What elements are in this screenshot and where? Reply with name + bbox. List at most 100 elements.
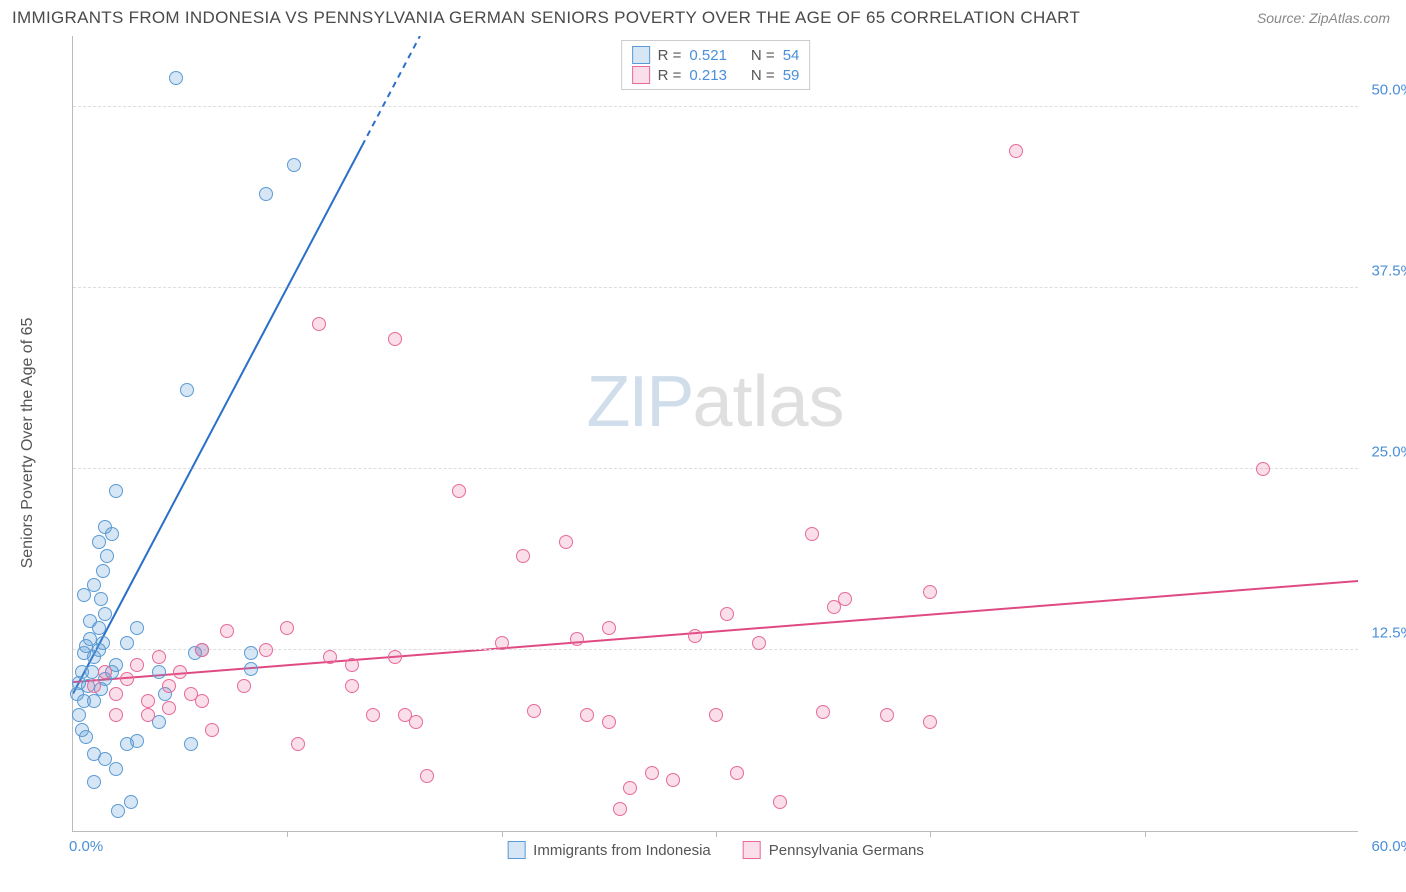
data-point: [94, 592, 108, 606]
y-tick-label: 50.0%: [1362, 82, 1406, 99]
data-point: [152, 650, 166, 664]
data-point: [570, 632, 584, 646]
data-point: [527, 704, 541, 718]
data-point: [923, 715, 937, 729]
legend-row-pa-german: R = 0.213 N = 59: [632, 65, 800, 85]
data-point: [816, 705, 830, 719]
data-point: [645, 766, 659, 780]
chart-container: Seniors Poverty Over the Age of 65 ZIPat…: [48, 36, 1358, 832]
data-point: [98, 520, 112, 534]
data-point: [237, 679, 251, 693]
grid-line: [73, 106, 1358, 107]
y-tick-label: 25.0%: [1362, 444, 1406, 461]
n-value-pa-german: 59: [783, 67, 800, 84]
x-max-label: 60.0%: [1362, 838, 1406, 855]
data-point: [109, 762, 123, 776]
data-point: [312, 317, 326, 331]
n-value-indonesia: 54: [783, 47, 800, 64]
data-point: [184, 737, 198, 751]
data-point: [259, 187, 273, 201]
data-point: [120, 636, 134, 650]
swatch-pa-german-icon: [743, 841, 761, 859]
data-point: [291, 737, 305, 751]
data-point: [1009, 144, 1023, 158]
data-point: [752, 636, 766, 650]
data-point: [87, 679, 101, 693]
data-point: [1256, 462, 1270, 476]
data-point: [666, 773, 680, 787]
data-point: [516, 549, 530, 563]
grid-line: [73, 287, 1358, 288]
data-point: [130, 621, 144, 635]
data-point: [79, 730, 93, 744]
data-point: [83, 614, 97, 628]
data-point: [709, 708, 723, 722]
data-point: [124, 795, 138, 809]
data-point: [180, 383, 194, 397]
watermark: ZIPatlas: [586, 361, 844, 443]
chart-header: IMMIGRANTS FROM INDONESIA VS PENNSYLVANI…: [0, 0, 1406, 32]
x-origin-label: 0.0%: [69, 838, 103, 855]
data-point: [345, 658, 359, 672]
correlation-legend: R = 0.521 N = 54 R = 0.213 N = 59: [621, 40, 811, 90]
data-point: [195, 694, 209, 708]
x-tick: [1145, 831, 1146, 837]
data-point: [602, 621, 616, 635]
legend-item-pa-german: Pennsylvania Germans: [743, 841, 924, 859]
data-point: [345, 679, 359, 693]
data-point: [613, 802, 627, 816]
data-point: [109, 484, 123, 498]
data-point: [130, 734, 144, 748]
data-point: [169, 71, 183, 85]
data-point: [205, 723, 219, 737]
data-point: [130, 658, 144, 672]
data-point: [366, 708, 380, 722]
data-point: [195, 643, 209, 657]
data-point: [602, 715, 616, 729]
data-point: [87, 578, 101, 592]
chart-title: IMMIGRANTS FROM INDONESIA VS PENNSYLVANI…: [12, 8, 1080, 28]
data-point: [287, 158, 301, 172]
swatch-indonesia: [632, 46, 650, 64]
r-label: R =: [658, 67, 682, 84]
data-point: [452, 484, 466, 498]
r-value-pa-german: 0.213: [689, 67, 727, 84]
data-point: [280, 621, 294, 635]
x-tick: [502, 831, 503, 837]
data-point: [87, 775, 101, 789]
data-point: [77, 588, 91, 602]
data-point: [98, 607, 112, 621]
legend-item-indonesia: Immigrants from Indonesia: [507, 841, 711, 859]
x-tick: [287, 831, 288, 837]
data-point: [244, 646, 258, 660]
data-point: [100, 549, 114, 563]
data-point: [98, 665, 112, 679]
data-point: [388, 332, 402, 346]
data-point: [838, 592, 852, 606]
y-tick-label: 37.5%: [1362, 263, 1406, 280]
n-label: N =: [751, 67, 775, 84]
legend-label-indonesia: Immigrants from Indonesia: [533, 842, 711, 859]
data-point: [111, 804, 125, 818]
data-point: [730, 766, 744, 780]
data-point: [923, 585, 937, 599]
watermark-zip: ZIP: [586, 362, 692, 442]
series-legend: Immigrants from Indonesia Pennsylvania G…: [507, 841, 924, 859]
y-axis-title: Seniors Poverty Over the Age of 65: [19, 318, 37, 569]
data-point: [162, 701, 176, 715]
data-point: [623, 781, 637, 795]
x-tick: [716, 831, 717, 837]
data-point: [259, 643, 273, 657]
plot-area: ZIPatlas R = 0.521 N = 54 R = 0.213 N = …: [72, 36, 1358, 832]
data-point: [96, 564, 110, 578]
chart-source: Source: ZipAtlas.com: [1257, 10, 1390, 26]
x-tick: [930, 831, 931, 837]
data-point: [120, 672, 134, 686]
data-point: [141, 708, 155, 722]
data-point: [173, 665, 187, 679]
data-point: [152, 665, 166, 679]
data-point: [559, 535, 573, 549]
data-point: [109, 687, 123, 701]
swatch-indonesia-icon: [507, 841, 525, 859]
data-point: [805, 527, 819, 541]
